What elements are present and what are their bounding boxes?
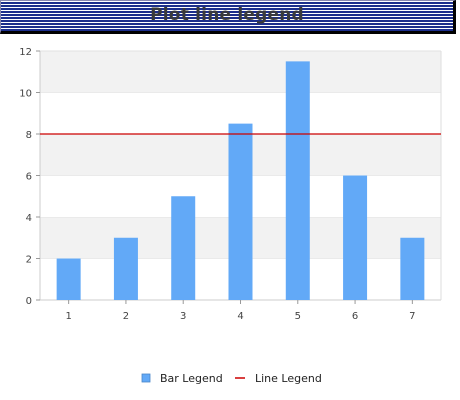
x-tick-label: 3 xyxy=(180,311,186,322)
y-tick-label: 4 xyxy=(26,213,32,224)
grid-band xyxy=(40,51,441,93)
y-tick-label: 6 xyxy=(26,172,32,183)
chart-title-bar: Plot line legend xyxy=(0,0,456,34)
legend-line-label: Line Legend xyxy=(255,372,322,385)
x-axis-ticks: 1 2 3 4 5 6 7 xyxy=(65,300,416,322)
y-tick-label: 12 xyxy=(19,47,32,58)
y-tick-label: 8 xyxy=(26,130,32,141)
x-tick-label: 5 xyxy=(295,311,301,322)
legend-bar-label: Bar Legend xyxy=(160,372,223,385)
x-tick-label: 1 xyxy=(65,311,71,322)
y-axis-ticks: 0 2 4 6 8 10 12 xyxy=(19,47,40,307)
chart-title: Plot line legend xyxy=(150,5,304,25)
bar xyxy=(228,123,253,300)
x-tick-label: 6 xyxy=(352,311,358,322)
legend-bar-swatch xyxy=(141,373,151,383)
y-tick-label: 0 xyxy=(26,296,32,307)
y-tick-label: 2 xyxy=(26,255,32,266)
bar xyxy=(343,175,368,300)
legend: Bar Legend Line Legend xyxy=(141,372,322,385)
x-tick-label: 2 xyxy=(123,311,129,322)
bar xyxy=(285,61,310,300)
y-tick-label: 10 xyxy=(19,89,32,100)
bar xyxy=(56,258,81,300)
bar-series xyxy=(56,61,425,300)
bar xyxy=(400,237,425,300)
x-tick-label: 4 xyxy=(237,311,243,322)
bar xyxy=(171,196,196,300)
bar xyxy=(113,237,138,300)
x-tick-label: 7 xyxy=(409,311,415,322)
